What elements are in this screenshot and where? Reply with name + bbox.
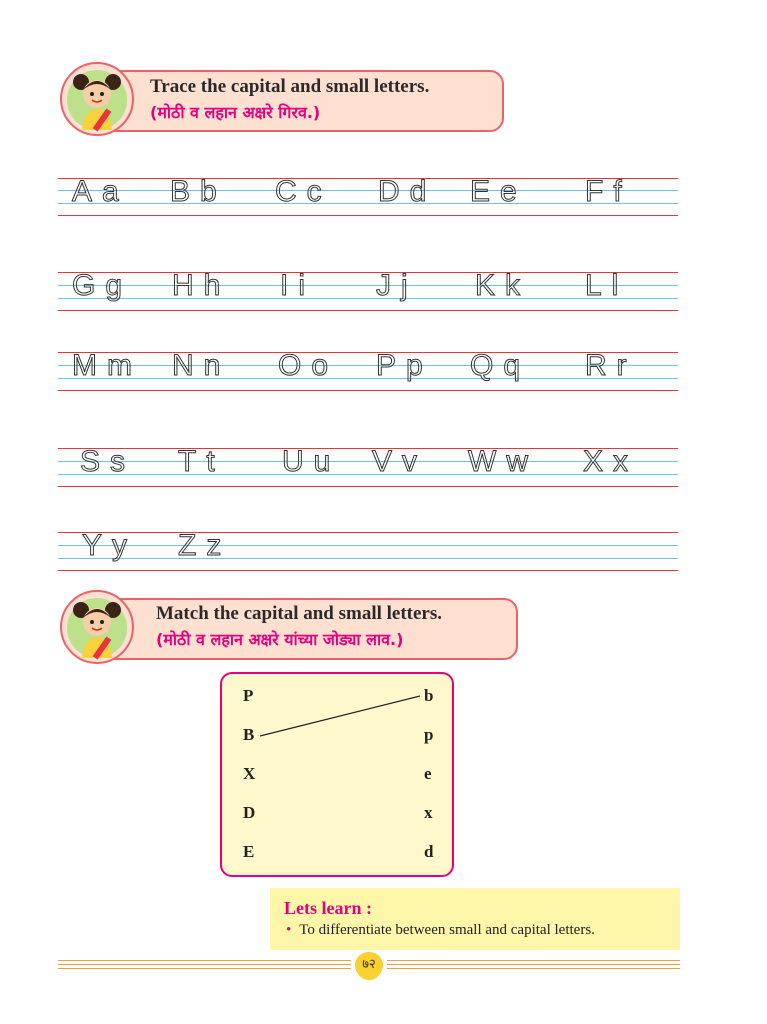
trace-letters-bb: Bb — [170, 175, 227, 208]
capital-letter-p[interactable]: P — [243, 686, 254, 705]
bullet-icon: • — [286, 922, 292, 938]
lets-learn-box: Lets learn : • To differentiate between s… — [270, 888, 680, 950]
match-letters-box: P B X D E b p e x d — [220, 672, 454, 877]
capital-letter-d[interactable]: D — [243, 803, 256, 822]
trace-instruction-title: Trace the capital and small letters. — [150, 76, 430, 97]
trace-letters-nn: Nn — [171, 349, 231, 382]
small-letter-e[interactable]: e — [424, 764, 432, 783]
lets-learn-item: • To differentiate between small and capi… — [286, 922, 595, 939]
trace-letters-ww: Ww — [468, 445, 538, 478]
trace-letters-uu: Uu — [281, 445, 341, 478]
trace-letters-jj: Jj — [376, 269, 418, 302]
trace-letters-aa: Aa — [72, 175, 129, 208]
trace-letters-oo: Oo — [277, 349, 339, 382]
trace-letters-mm: Mm — [72, 349, 142, 382]
trace-letters-qq: Qq — [469, 349, 531, 382]
match-instruction-banner — [96, 598, 518, 660]
small-letter-x[interactable]: x — [424, 803, 433, 822]
match-instruction-subtitle: (मोठी व लहान अक्षरे यांच्या जोड्या लाव.) — [156, 630, 404, 649]
match-instruction-title: Match the capital and small letters. — [156, 603, 443, 624]
trace-letters-gg: Gg — [71, 269, 133, 302]
trace-letters-ll: Ll — [584, 269, 629, 302]
trace-letters-ff: Ff — [585, 175, 632, 208]
trace-instruction-banner — [96, 70, 504, 132]
trace-letters-rr: Rr — [585, 349, 637, 382]
example-match-line — [259, 695, 421, 737]
trace-letters-yy: Yy — [81, 529, 138, 562]
trace-letters-ii: Ii — [280, 269, 315, 302]
girl-avatar-icon — [60, 62, 134, 136]
trace-letters-tt: Tt — [178, 445, 225, 478]
trace-letters-dd: Dd — [377, 175, 437, 208]
small-letter-b[interactable]: b — [424, 686, 434, 705]
trace-letters-cc: Cc — [275, 175, 332, 208]
trace-letters-xx: Xx — [582, 445, 639, 478]
page-number: ७२ — [355, 952, 383, 980]
trace-letters-hh: Hh — [171, 269, 231, 302]
lets-learn-title: Lets learn : — [284, 898, 372, 918]
capital-letter-e[interactable]: E — [243, 842, 255, 861]
lets-learn-item-text: To differentiate between small and capit… — [299, 922, 595, 938]
trace-letters-ss: Ss — [79, 445, 136, 478]
trace-letters-ee: Ee — [470, 175, 527, 208]
trace-instruction-subtitle: (मोठी व लहान अक्षरे गिरव.) — [150, 103, 321, 122]
small-letter-p[interactable]: p — [424, 725, 434, 744]
trace-letters-pp: Pp — [376, 349, 433, 382]
trace-letters-kk: Kk — [474, 269, 531, 302]
trace-letters-zz: Zz — [177, 529, 232, 562]
small-letter-d[interactable]: d — [424, 842, 434, 861]
capital-letter-b[interactable]: B — [243, 725, 255, 744]
girl-avatar-icon — [60, 590, 134, 664]
trace-letters-vv: Vv — [371, 445, 428, 478]
capital-letter-x[interactable]: X — [243, 764, 256, 783]
